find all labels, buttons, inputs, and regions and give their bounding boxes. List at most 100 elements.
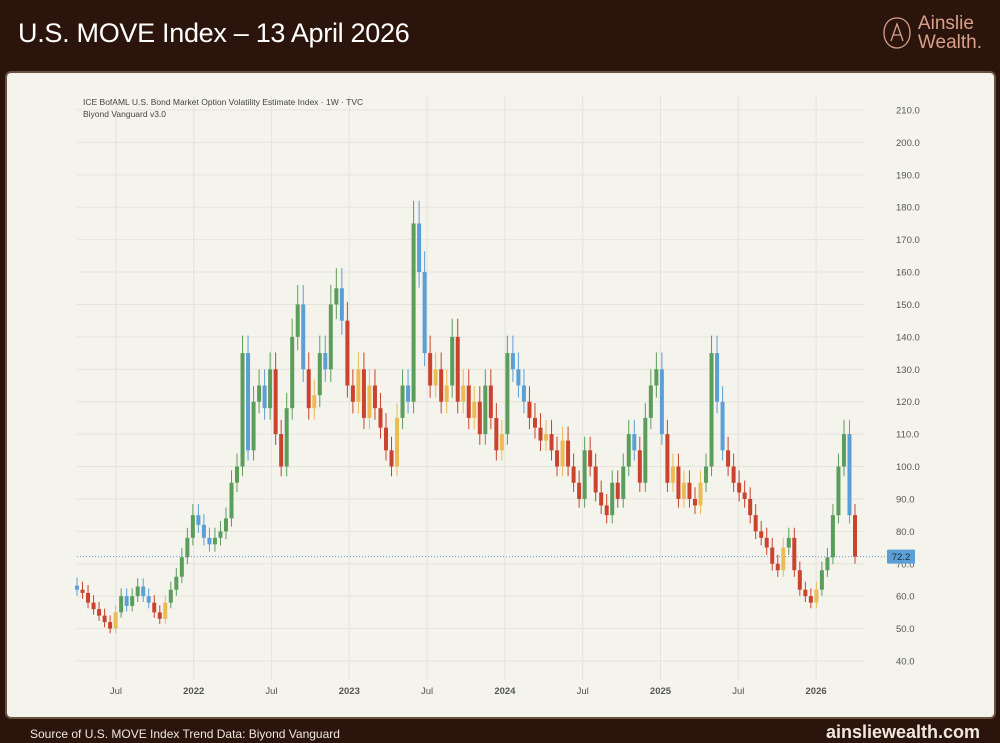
candle-body xyxy=(417,223,422,273)
candle-body xyxy=(853,515,857,557)
candle-body xyxy=(582,450,587,499)
candle-body xyxy=(836,466,841,516)
candle-body xyxy=(268,369,273,409)
candle-body xyxy=(571,466,576,483)
candle-body xyxy=(720,401,725,451)
candle-body xyxy=(748,498,753,516)
chart-card: 40.0 50.0 60.0 70.0 80.0 90.0 100.0 110.0 120.0 1… xyxy=(5,71,996,719)
last-value-label: 72.2 xyxy=(892,552,911,563)
candle-body xyxy=(146,596,151,603)
candle-body xyxy=(190,515,195,538)
candle-body xyxy=(367,385,372,418)
candle-body xyxy=(130,596,135,606)
candle-body xyxy=(549,434,554,451)
last-value-badge xyxy=(887,549,915,564)
y-tick-label: 180.0 xyxy=(896,203,920,214)
candle-body xyxy=(350,385,355,402)
candle-body xyxy=(284,408,289,467)
candle-body xyxy=(808,596,813,603)
candle-body xyxy=(229,482,234,519)
x-tick-label: Jul xyxy=(421,686,433,697)
candle-body xyxy=(792,537,797,571)
candle-body xyxy=(841,434,846,467)
candle-body xyxy=(510,353,515,370)
candle-body xyxy=(301,304,306,370)
candle-body xyxy=(163,602,168,619)
candle-body xyxy=(152,602,157,613)
y-tick-label: 90.0 xyxy=(896,494,915,505)
y-tick-label: 40.0 xyxy=(896,657,915,668)
x-tick-label: Jul xyxy=(577,686,589,697)
candle-body xyxy=(759,531,764,538)
x-tick-label: 2023 xyxy=(339,686,360,697)
candle-body xyxy=(544,434,549,441)
candle-body xyxy=(279,434,284,467)
candle-body xyxy=(626,434,631,467)
candle-body xyxy=(306,369,311,409)
candle-body xyxy=(803,589,808,597)
candle-body xyxy=(472,401,477,418)
y-tick-label: 210.0 xyxy=(896,106,920,117)
logo-line2: Wealth xyxy=(917,32,977,53)
candle-body xyxy=(433,369,438,386)
candle-body xyxy=(135,586,140,597)
candle-body xyxy=(797,570,802,590)
candle-body xyxy=(317,353,322,396)
y-tick-label: 150.0 xyxy=(896,300,920,311)
candle-body xyxy=(632,434,637,451)
candle-body xyxy=(212,537,217,545)
y-tick-label: 70.0 xyxy=(896,559,915,570)
candle-body xyxy=(599,492,604,506)
candle-body xyxy=(604,505,609,516)
candle-body xyxy=(251,401,256,451)
candle-body xyxy=(290,336,295,409)
x-tick-label: 2026 xyxy=(806,686,827,697)
candle-body xyxy=(339,288,344,321)
y-tick-label: 50.0 xyxy=(896,624,915,635)
y-tick-label: 80.0 xyxy=(896,527,915,538)
candle-body xyxy=(648,385,653,418)
candle-body xyxy=(781,547,786,571)
candle-body xyxy=(356,369,361,402)
candle-body xyxy=(847,434,852,516)
candle-body xyxy=(75,585,79,590)
candle-body xyxy=(477,401,482,435)
candle-body xyxy=(692,498,697,506)
candle-body xyxy=(560,440,565,467)
logo-dot: . xyxy=(976,32,982,53)
candle-body xyxy=(505,353,510,435)
ainslie-wealth-logo: Ainslie Wealth. xyxy=(882,14,982,52)
candle-body xyxy=(726,450,731,467)
candle-body xyxy=(411,223,416,402)
candle-body xyxy=(654,369,659,386)
y-tick-label: 140.0 xyxy=(896,332,920,343)
candle-body xyxy=(185,537,190,558)
candle-body xyxy=(610,482,615,516)
candle-body xyxy=(223,518,228,532)
candle-body xyxy=(372,385,377,409)
candle-body xyxy=(737,482,742,493)
candle-body xyxy=(715,353,720,402)
candle-body xyxy=(819,570,824,590)
candle-body xyxy=(786,537,791,548)
candle-body xyxy=(538,427,543,441)
candle-body xyxy=(257,385,262,402)
candle-body xyxy=(201,524,206,538)
candle-body xyxy=(704,466,709,483)
candle-body xyxy=(262,385,267,409)
website-link[interactable]: ainsliewealth.com xyxy=(825,722,980,742)
candle-body xyxy=(830,515,835,558)
candle-body xyxy=(174,576,179,590)
candle-body xyxy=(273,369,278,435)
candle-body xyxy=(665,434,670,483)
candle-body xyxy=(406,385,411,402)
source-note: Source of U.S. MOVE Index Trend Data: Bi… xyxy=(30,727,340,741)
candle-body xyxy=(494,417,499,451)
move-index-chart: 40.0 50.0 60.0 70.0 80.0 90.0 100.0 110.0 120.0 1… xyxy=(75,95,920,697)
candle-body xyxy=(345,320,350,386)
logo-line1: Ainslie xyxy=(917,13,974,34)
candle-body xyxy=(334,288,339,305)
candle-body xyxy=(488,385,493,418)
candle-body xyxy=(521,385,526,402)
y-tick-label: 160.0 xyxy=(896,268,920,279)
